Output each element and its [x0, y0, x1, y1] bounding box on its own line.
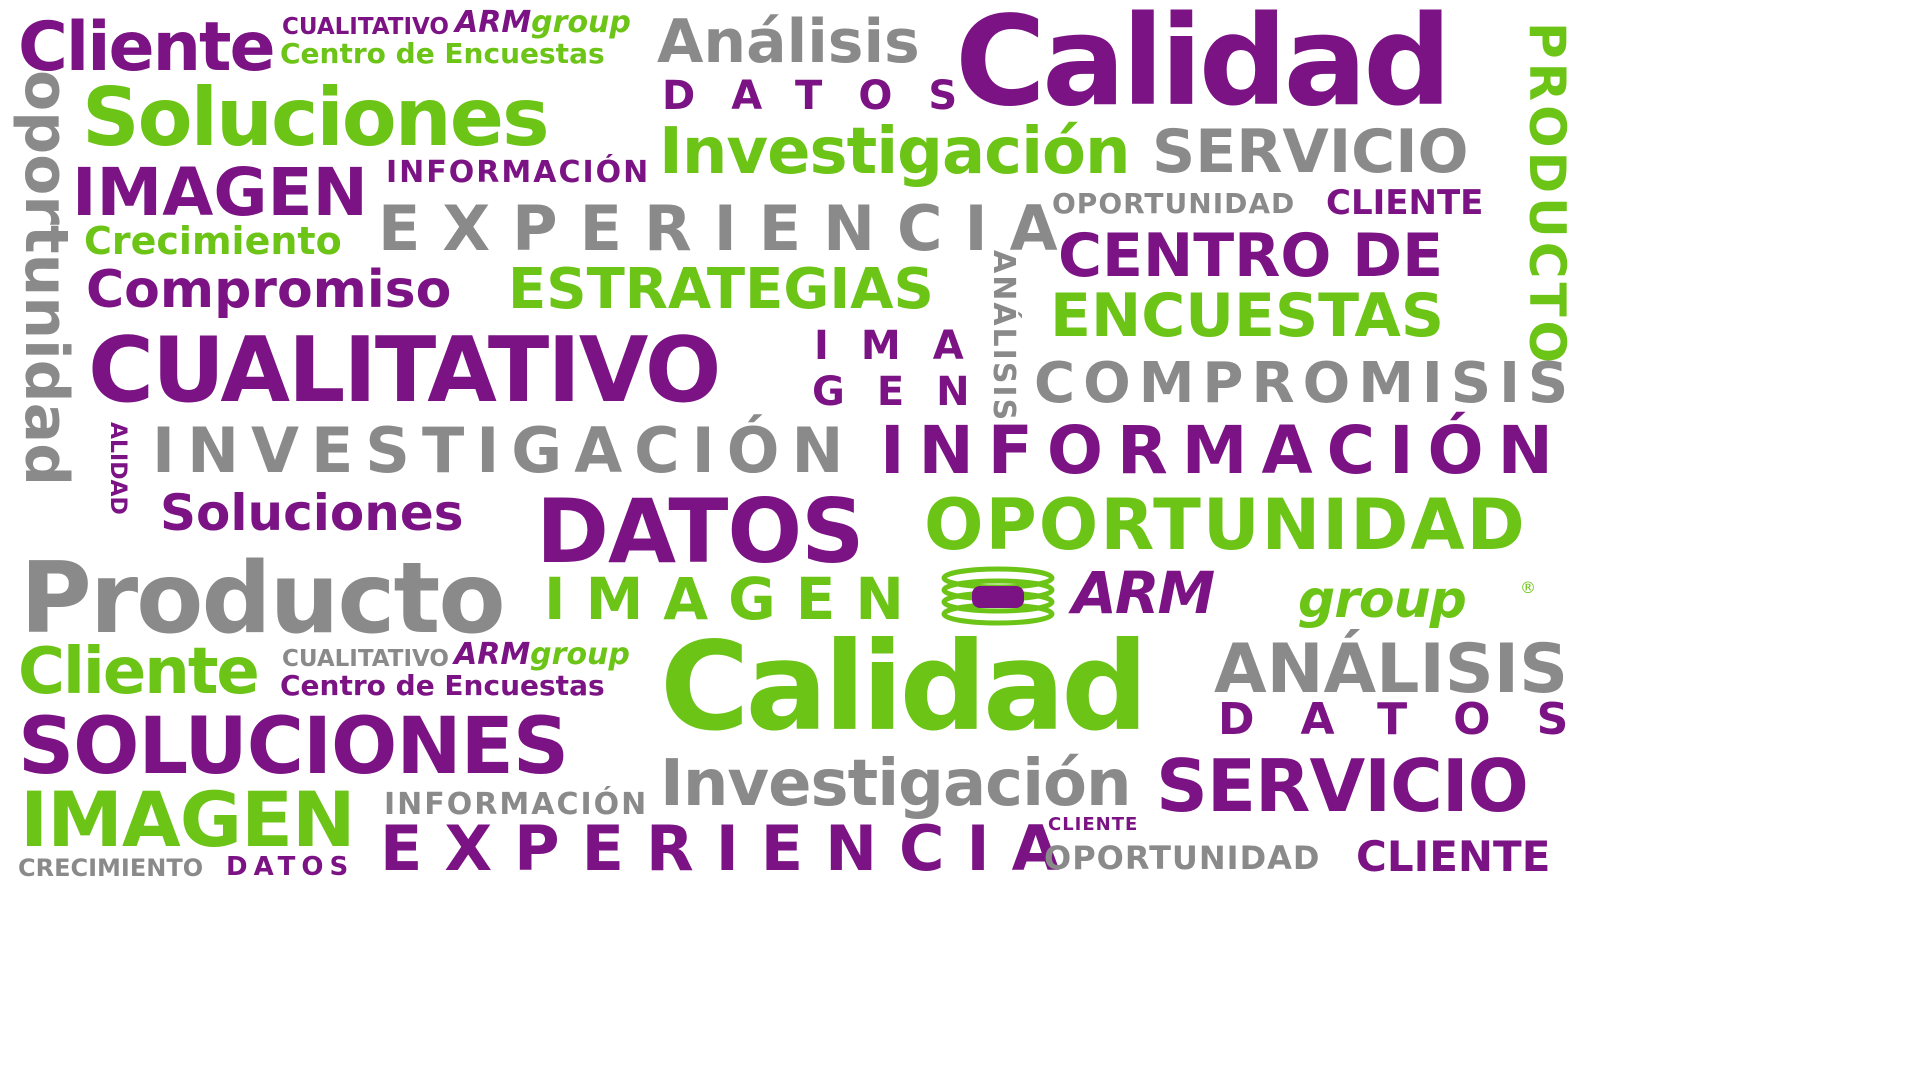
word-servicio-1: SERVICIO — [1152, 117, 1469, 187]
word-analisis-caps-2: ANÁLISIS — [1214, 630, 1569, 709]
word-analisis-1: Análisis — [657, 7, 920, 77]
word-investigacion-2: Investigación — [660, 747, 1132, 821]
word-soluciones-1: Soluciones — [82, 71, 550, 164]
word-datos-spaced-1: DATOS — [662, 73, 994, 119]
word-compromisis: COMPROMISIS — [1034, 351, 1577, 416]
mini-logo-arm: ARM — [455, 5, 532, 40]
armgroup-rings-icon — [940, 566, 1056, 626]
word-informacion-spaced: INFORMACIÓN — [880, 412, 1567, 489]
word-imagen-2: IMAGEN — [20, 775, 356, 864]
mini-logo-group: group — [531, 5, 631, 40]
word-producto-vertical: PRODUCTO — [1518, 22, 1576, 368]
word-alidad-vertical: ALIDAD — [105, 422, 130, 515]
word-encuestas: ENCUESTAS — [1050, 281, 1445, 351]
word-investigacion-spaced: INVESTIGACIÓN — [152, 414, 856, 487]
word-informacion-small-2: INFORMACIÓN — [384, 787, 649, 822]
word-producto: Producto — [20, 542, 506, 656]
word-ima: IMA — [814, 323, 996, 369]
word-soluciones-caps: SOLUCIONES — [18, 702, 569, 792]
word-gen: GEN — [812, 369, 1002, 415]
word-oportunidad-small-1: OPORTUNIDAD — [1052, 187, 1296, 220]
registered-mark: ® — [1520, 578, 1536, 597]
mini-logo-group: group — [530, 637, 630, 672]
word-crecimiento-caps: CRECIMIENTO — [18, 854, 204, 882]
mini-logo-1: ARMgroup — [455, 8, 631, 38]
word-estrategias: ESTRATEGIAS — [508, 257, 934, 322]
word-cliente-tiny: CLIENTE — [1048, 814, 1139, 835]
word-cliente-small-2: CLIENTE — [1356, 832, 1551, 881]
word-imagen-spaced: IMAGEN — [544, 565, 924, 633]
word-datos-spaced-2: DATOS — [1218, 694, 1615, 745]
word-cliente-2: Cliente — [18, 635, 260, 709]
word-oportunidad-vertical: oportunidad — [11, 70, 81, 487]
word-imagen-1: IMAGEN — [72, 154, 368, 231]
word-cliente-1: Cliente — [18, 8, 276, 87]
word-calidad-1: Calidad — [955, 0, 1452, 134]
word-cualitativo-small-2: CUALITATIVO — [282, 646, 449, 672]
word-centro-encuestas-2: Centro de Encuestas — [280, 669, 605, 702]
word-centro-encuestas-1: Centro de Encuestas — [280, 37, 605, 70]
word-centro-de: CENTRO DE — [1058, 221, 1444, 291]
word-experiencia-1: EXPERIENCIA — [378, 192, 1080, 265]
word-soluciones-2: Soluciones — [160, 484, 464, 542]
word-cualitativo-small-1: CUALITATIVO — [282, 14, 449, 40]
word-informacion-small-1: INFORMACIÓN — [386, 155, 651, 190]
word-datos-large: DATOS — [536, 480, 865, 583]
mini-logo-2: ARMgroup — [454, 640, 630, 670]
word-cualitativo-large: CUALITATIVO — [88, 318, 721, 423]
word-datos-small: DATOS — [226, 852, 355, 882]
word-oportunidad-small-2: OPORTUNIDAD — [1044, 839, 1321, 877]
mini-logo-arm: ARM — [454, 637, 531, 672]
word-compromiso-1: Compromiso — [86, 260, 452, 320]
word-servicio-2: SERVICIO — [1156, 744, 1529, 828]
word-calidad-2: Calidad — [660, 616, 1148, 758]
word-experiencia-2: EXPERIENCIA — [380, 812, 1082, 885]
word-cliente-small-1: CLIENTE — [1326, 183, 1484, 223]
logo-group-text: group — [1298, 570, 1467, 630]
word-crecimiento-1: Crecimiento — [84, 219, 342, 263]
logo-arm-text: ARM — [1072, 559, 1215, 627]
word-oportunidad-large: OPORTUNIDAD — [924, 484, 1527, 566]
word-investigacion-1: Investigación — [659, 115, 1131, 189]
